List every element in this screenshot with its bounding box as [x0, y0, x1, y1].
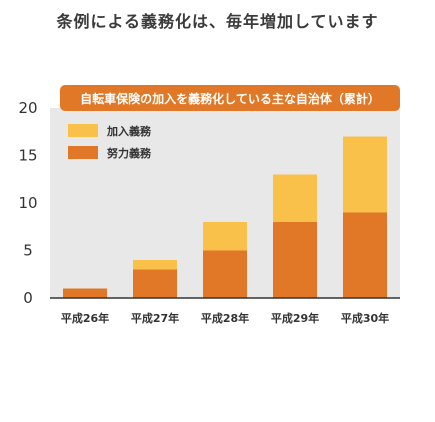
bar-mandatory — [273, 174, 317, 222]
legend-label: 加入義務 — [106, 124, 152, 138]
bar-effort-obligation — [133, 269, 177, 298]
y-tick-label: 20 — [18, 99, 37, 117]
bar-effort-obligation — [203, 250, 247, 298]
bar-effort-obligation — [273, 222, 317, 298]
legend-label: 努力義務 — [107, 146, 152, 160]
y-tick-label: 0 — [23, 289, 33, 307]
bar-mandatory — [203, 222, 247, 251]
legend-swatch — [68, 124, 98, 137]
bar-effort-obligation — [343, 212, 387, 298]
y-tick-label: 15 — [18, 147, 37, 165]
x-tick-label: 平成30年 — [341, 311, 389, 325]
legend-swatch — [68, 146, 98, 159]
y-tick-label: 5 — [23, 242, 33, 260]
bar-mandatory — [343, 136, 387, 213]
x-tick-label: 平成29年 — [271, 311, 319, 325]
x-tick-label: 平成28年 — [201, 311, 249, 325]
chart-title: 自転車保険の加入を義務化している主な自治体（累計） — [60, 85, 400, 111]
page-headline: 条例による義務化は、毎年増加しています — [56, 12, 379, 31]
bar-effort-obligation — [63, 288, 107, 298]
x-tick-label: 平成27年 — [131, 311, 179, 325]
y-tick-label: 10 — [18, 194, 37, 212]
bar-mandatory — [133, 260, 177, 270]
x-tick-label: 平成26年 — [61, 311, 109, 325]
